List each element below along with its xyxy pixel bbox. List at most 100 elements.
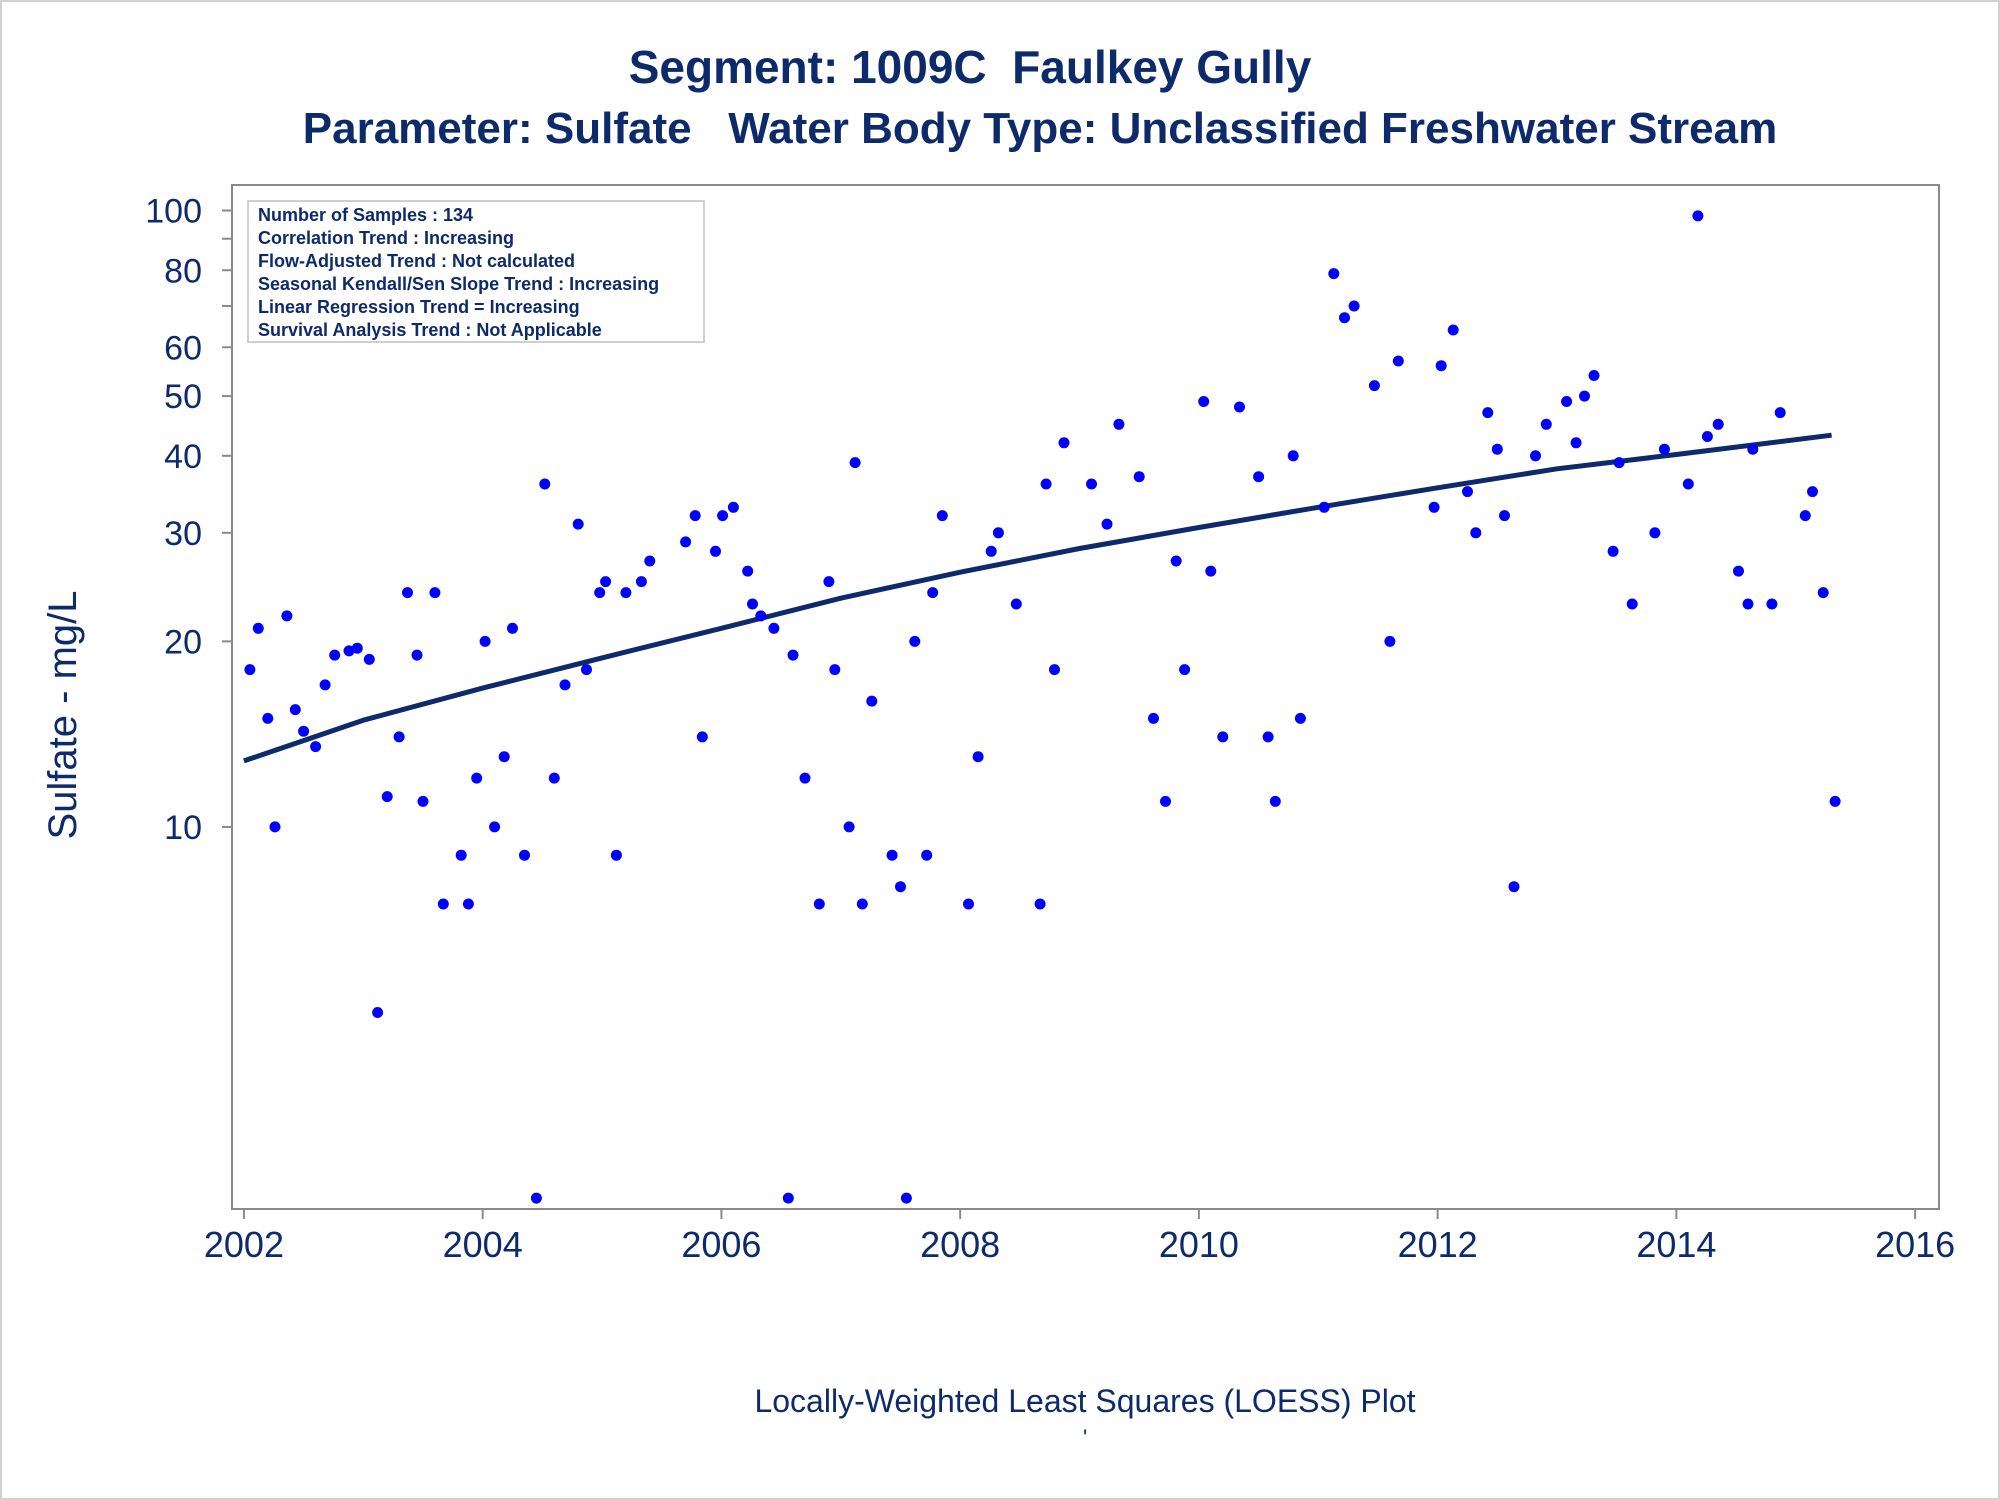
data-point [1742, 598, 1754, 610]
data-point [900, 1192, 912, 1204]
data-point [799, 772, 811, 784]
data-point [1766, 598, 1778, 610]
data-point [1482, 407, 1494, 419]
data-point [1428, 501, 1440, 513]
data-point [581, 664, 592, 676]
data-point [1133, 471, 1145, 483]
data-point [843, 821, 855, 833]
data-point [1148, 712, 1159, 724]
data-point [1198, 396, 1210, 407]
data-point [244, 664, 256, 676]
data-point [1491, 443, 1503, 455]
stats-line: Seasonal Kendall/Sen Slope Trend : Incre… [258, 274, 659, 294]
data-point [1530, 450, 1541, 462]
data-point [1807, 486, 1818, 498]
data-point [1470, 527, 1482, 539]
x-tick-label: 2014 [1636, 1224, 1716, 1265]
data-point [417, 795, 429, 807]
data-point [462, 898, 474, 910]
data-point [437, 898, 449, 910]
data-point [886, 849, 898, 861]
x-tick-label: 2004 [443, 1224, 523, 1265]
data-point [1701, 431, 1713, 442]
data-point [921, 849, 933, 861]
stats-line: Number of Samples : 134 [258, 205, 473, 225]
data-point [747, 598, 758, 610]
data-point [1733, 565, 1744, 577]
data-point [1086, 478, 1097, 490]
data-point [1658, 443, 1670, 455]
data-point [1392, 355, 1404, 367]
data-point [1049, 664, 1060, 676]
data-point [927, 587, 939, 599]
data-point [1447, 324, 1459, 336]
data-point [717, 510, 729, 522]
data-point [856, 898, 868, 910]
data-point [372, 1007, 384, 1018]
data-point [787, 649, 799, 661]
stats-line: Linear Regression Trend = Increasing [258, 297, 580, 317]
data-point [1747, 443, 1759, 455]
chart-subtitle: Parameter: Sulfate Water Body Type: Uncl… [302, 104, 1778, 153]
data-point [936, 510, 948, 522]
data-point [972, 751, 984, 763]
x-tick-label: 2016 [1875, 1224, 1955, 1265]
data-point [782, 1192, 794, 1204]
data-point [1294, 712, 1306, 724]
plot-area: 2002 2004 2006 2008 2010 2012 2014 2016 10 20 30 40… [145, 184, 1955, 1265]
data-point [727, 501, 739, 513]
data-point [559, 679, 571, 691]
data-point [310, 741, 322, 753]
data-point [1829, 795, 1841, 807]
data-point [269, 821, 281, 833]
data-point [572, 518, 584, 530]
data-point [519, 849, 530, 861]
data-point [680, 536, 692, 548]
data-point [498, 751, 510, 763]
data-point [1217, 731, 1229, 743]
x-tick-label: 2012 [1398, 1224, 1478, 1265]
data-point [1328, 268, 1340, 280]
data-point [755, 610, 767, 622]
data-point [600, 576, 612, 588]
data-point [1384, 635, 1396, 647]
data-point [402, 587, 413, 599]
x-tick-label: 2002 [204, 1224, 284, 1265]
data-point [1101, 518, 1113, 530]
data-point [1179, 664, 1191, 676]
data-point [594, 587, 606, 599]
data-point [1287, 450, 1299, 462]
data-point [351, 642, 363, 654]
data-point [1170, 555, 1182, 567]
data-point [1462, 486, 1473, 498]
data-point [1682, 478, 1694, 490]
data-point [298, 725, 310, 737]
data-point [1262, 731, 1274, 743]
plot-caption: Locally-Weighted Least Squares (LOESS) P… [754, 1383, 1416, 1419]
y-tick-label: 40 [164, 438, 202, 476]
data-point [429, 587, 441, 599]
x-tick-label: 2006 [681, 1224, 761, 1265]
data-point [813, 898, 825, 910]
data-point [1318, 501, 1330, 513]
data-point [363, 653, 375, 665]
y-tick-label: 10 [164, 809, 202, 847]
data-point [1817, 587, 1829, 599]
data-point [1613, 457, 1625, 469]
data-point [689, 510, 701, 522]
data-point [1234, 401, 1245, 413]
plot-frame [231, 184, 1940, 1210]
data-point [252, 622, 264, 634]
data-point [1348, 300, 1360, 312]
y-tick-label: 20 [164, 623, 202, 661]
y-tick-label: 30 [164, 515, 202, 553]
data-point [1435, 360, 1447, 372]
data-point [1570, 437, 1582, 449]
data-point [768, 622, 780, 634]
data-point [742, 565, 754, 577]
data-point [610, 849, 622, 861]
data-point [289, 704, 301, 716]
data-point [1508, 881, 1520, 893]
data-point [1040, 478, 1052, 490]
